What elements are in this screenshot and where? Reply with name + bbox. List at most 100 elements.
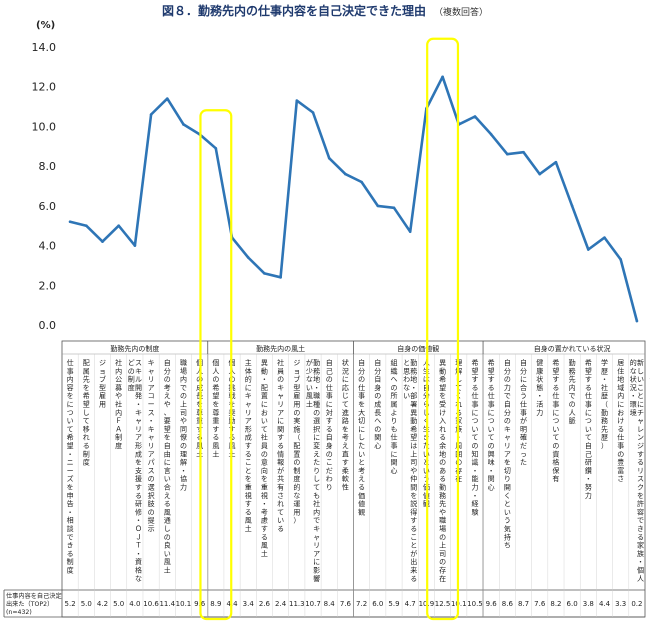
- category-label-char: 共: [277, 474, 284, 483]
- category-label-char: て: [488, 434, 495, 442]
- category-label-char: 制: [67, 557, 74, 566]
- category-label-char: も: [390, 425, 397, 433]
- data-value-label: 10.1: [176, 600, 192, 608]
- category-label-char: 務: [410, 366, 417, 375]
- category-label-char: ク: [637, 484, 644, 492]
- category-label-char: 容: [67, 383, 74, 392]
- category-label-char: 示: [148, 525, 155, 533]
- category-label-char: 場: [180, 366, 187, 375]
- category-label-char: 地: [617, 375, 624, 384]
- category-label-char: の: [261, 450, 268, 458]
- category-label-char: 研: [585, 459, 592, 467]
- category-label-char: 社: [261, 433, 268, 442]
- category-label-char: う: [504, 517, 511, 525]
- category-label-char: 仲: [410, 474, 417, 483]
- category-label-char: 開: [504, 484, 511, 492]
- category-label-char: ジ: [293, 359, 300, 367]
- category-label-char: 気: [504, 524, 511, 533]
- category-label-char: （: [601, 401, 608, 409]
- category-label-char: 路: [342, 416, 349, 425]
- category-label-char: 余: [439, 441, 446, 450]
- category-label-char: 社: [115, 400, 122, 409]
- category-label-char: さ: [277, 492, 284, 500]
- category-label-char: れ: [83, 434, 90, 442]
- category-label-char: 自: [326, 358, 333, 367]
- category-label-char: 自: [504, 400, 511, 409]
- category-label-char: 制: [128, 375, 135, 384]
- category-label-char: な: [135, 575, 142, 583]
- category-label-char: の: [277, 376, 284, 384]
- data-point: [311, 111, 315, 114]
- category-label-char: 務: [601, 416, 608, 425]
- category-label-char: 告: [67, 499, 74, 508]
- category-label-char: ・: [630, 392, 637, 400]
- category-label-char: ス: [148, 467, 155, 475]
- category-label-char: ・: [67, 450, 74, 458]
- category-label-char: る: [585, 384, 592, 392]
- category-label-char: 事: [617, 441, 624, 450]
- data-value-label: 0.2: [631, 600, 642, 608]
- category-label-char: 制: [293, 466, 300, 475]
- category-label-char: 研: [135, 500, 142, 508]
- data-point: [117, 224, 120, 228]
- category-label-char: 人: [637, 575, 644, 583]
- category-label-char: 型: [99, 383, 106, 392]
- category-label-char: で: [67, 533, 74, 541]
- category-label-char: 居: [617, 359, 624, 367]
- category-label-char: の: [504, 376, 511, 384]
- category-label-char: キ: [313, 525, 320, 533]
- category-label-char: を: [135, 459, 142, 467]
- data-value-label: 2.6: [259, 600, 271, 608]
- data-point: [149, 113, 153, 116]
- category-label-char: に: [164, 459, 171, 467]
- category-label-char: り: [390, 417, 397, 425]
- category-label-char: の: [552, 442, 559, 450]
- category-label-char: る: [277, 525, 284, 533]
- category-label-char: 度: [293, 474, 300, 483]
- category-label-char: の: [293, 459, 300, 467]
- category-label-char: ・: [67, 508, 74, 516]
- data-point: [133, 244, 137, 247]
- category-label-char: い: [164, 550, 171, 558]
- data-value-label: 10.5: [467, 600, 483, 608]
- category-label-char: ャ: [245, 401, 252, 409]
- category-label-char: る: [637, 459, 644, 467]
- category-label-char: ン: [637, 434, 644, 442]
- category-label-char: 由: [164, 449, 171, 458]
- category-label-char: 自: [374, 375, 381, 384]
- category-label-char: 度: [83, 458, 90, 467]
- category-label-char: 軟: [342, 474, 349, 483]
- category-label-char: い: [552, 425, 559, 433]
- category-label-char: 内: [617, 391, 624, 400]
- category-label-char: え: [342, 442, 349, 450]
- category-label-char: ・: [471, 492, 478, 500]
- data-point: [295, 99, 299, 102]
- category-label-char: 形: [245, 425, 252, 433]
- category-label-char: 容: [637, 507, 644, 516]
- category-label-char: の: [439, 558, 446, 566]
- category-label-char: 向: [261, 466, 268, 475]
- category-label-char: を: [245, 475, 252, 483]
- category-label-char: る: [358, 484, 365, 492]
- category-label-char: 切: [504, 467, 511, 475]
- category-label-char: 織: [390, 366, 397, 375]
- category-label-char: 自: [374, 358, 381, 367]
- category-label-char: 格: [552, 458, 559, 467]
- category-label-char: ・: [536, 392, 543, 400]
- category-label-char: だ: [326, 467, 333, 475]
- category-label-char: 移: [83, 424, 90, 433]
- category-label-char: も: [313, 492, 320, 500]
- category-label-char: 住: [617, 366, 624, 375]
- category-label-char: す: [326, 417, 333, 425]
- category-label-char: 内: [569, 383, 576, 392]
- category-label-char: い: [403, 392, 410, 400]
- category-label-char: に: [617, 401, 624, 409]
- category-label-char: 心: [374, 442, 381, 450]
- category-label-char: キ: [245, 392, 252, 400]
- data-point: [619, 258, 623, 261]
- category-label-char: 希: [83, 391, 90, 400]
